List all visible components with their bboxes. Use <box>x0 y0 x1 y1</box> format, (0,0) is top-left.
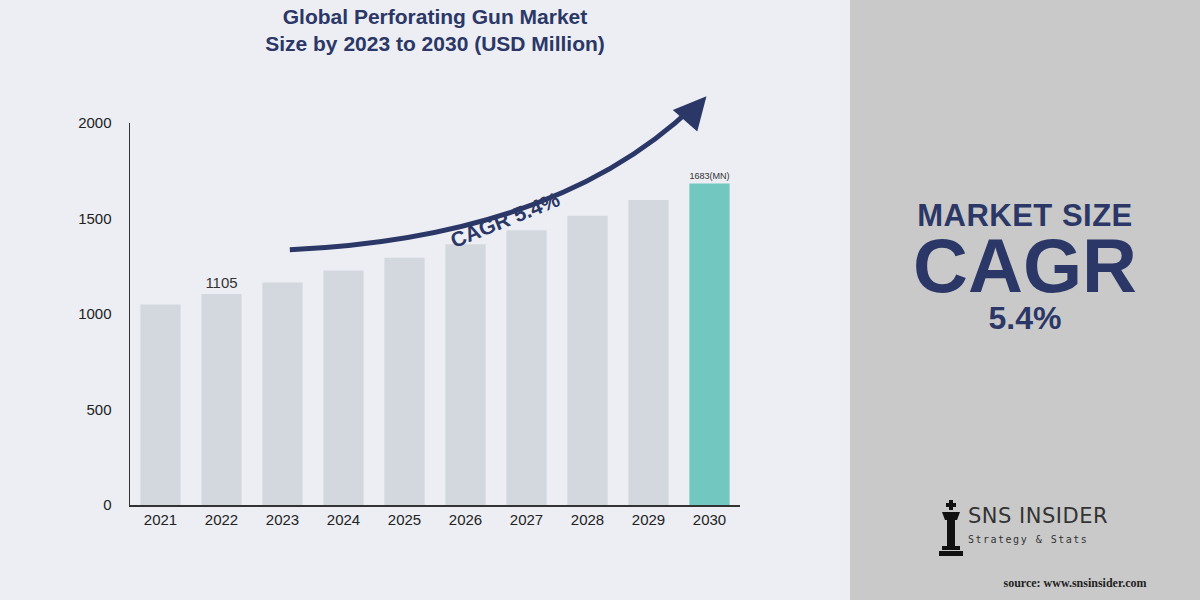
svg-text:2030: 2030 <box>693 511 726 528</box>
svg-text:2029: 2029 <box>632 511 665 528</box>
svg-text:2023: 2023 <box>266 511 299 528</box>
svg-text:2024: 2024 <box>327 511 360 528</box>
html-text:source: www.snsinsider.com: source: www.snsinsider.com <box>1003 576 1147 590</box>
svg-text:2021: 2021 <box>144 511 177 528</box>
svg-text:2026: 2026 <box>449 511 482 528</box>
html-text:CAGR: CAGR <box>913 223 1137 308</box>
html-text:5.4%: 5.4% <box>988 300 1062 336</box>
svg-text:2000: 2000 <box>78 114 111 131</box>
svg-text:1500: 1500 <box>78 210 111 227</box>
svg-text:500: 500 <box>86 401 111 418</box>
svg-text:2027: 2027 <box>510 511 543 528</box>
svg-text:0: 0 <box>103 496 111 513</box>
svg-text:1683(MN): 1683(MN) <box>689 171 729 181</box>
html-text:Strategy & Stats: Strategy & Stats <box>968 534 1089 545</box>
svg-text:2028: 2028 <box>571 511 604 528</box>
svg-text:CAGR 5.4%: CAGR 5.4% <box>447 187 563 252</box>
svg-text:2025: 2025 <box>388 511 421 528</box>
svg-text:Global Perforating Gun MarketS: Global Perforating Gun MarketSize by 202… <box>265 5 605 55</box>
svg-text:2022: 2022 <box>205 511 238 528</box>
svg-text:1000: 1000 <box>78 305 111 322</box>
html-text:MARKET SIZE: MARKET SIZE <box>917 198 1133 233</box>
svg-text:1105: 1105 <box>205 274 237 291</box>
html-text:SNS INSIDER: SNS INSIDER <box>968 504 1108 528</box>
